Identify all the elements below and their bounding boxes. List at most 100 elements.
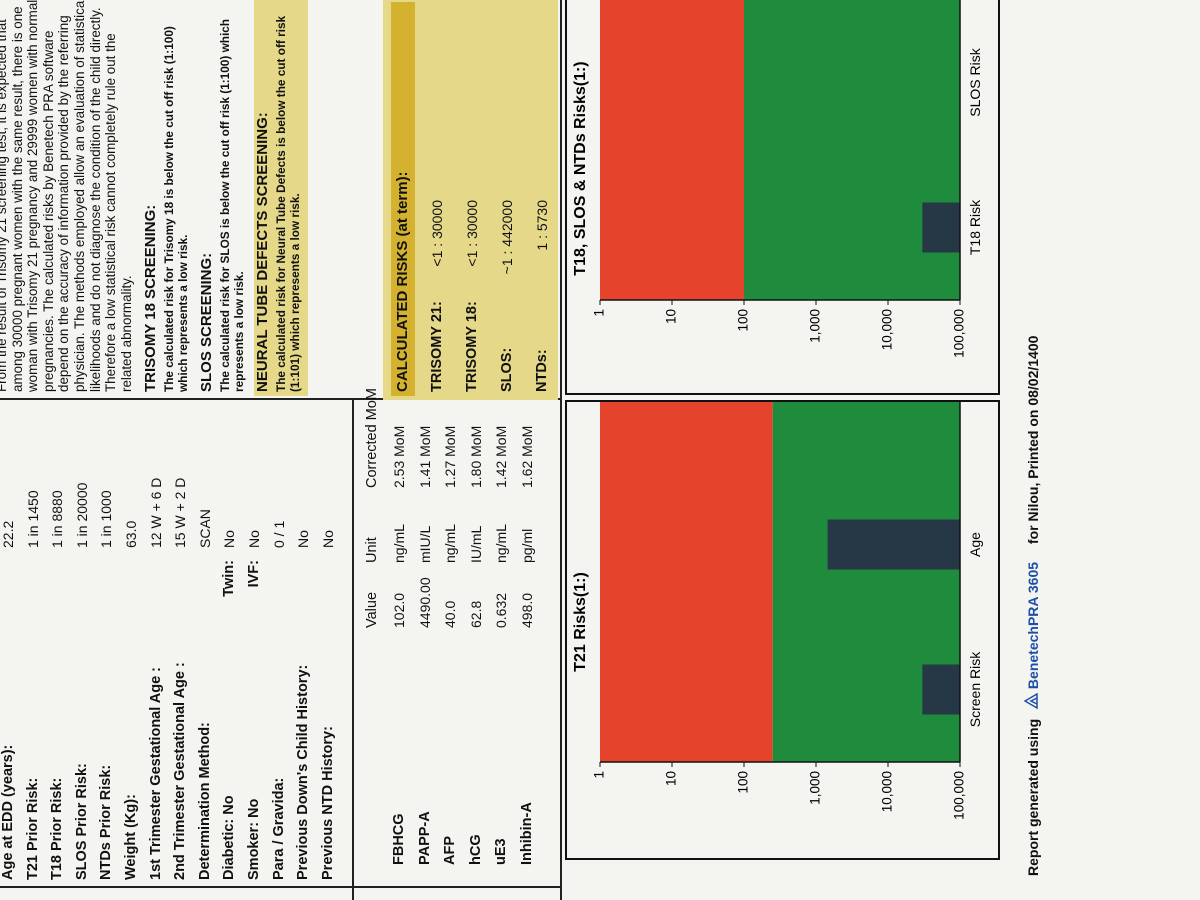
risk-value: ~1 : 442000 (499, 200, 515, 275)
risk-value: <1 : 30000 (429, 200, 445, 267)
logo-icon (1023, 692, 1038, 710)
info-label: T18 Prior Risk: (49, 777, 66, 880)
marker-cell: 1.80 MoM (467, 425, 484, 488)
info-value: 1 in 20000 (73, 482, 90, 548)
marker-cell: ng/mL (493, 524, 509, 563)
chart-title: T21 Risks(1:) (572, 572, 589, 672)
y-tick-label: 1,000 (808, 309, 823, 343)
marker-name: Inhibin-A (518, 802, 535, 865)
marker-name: uE3 (493, 838, 509, 865)
info-value: No (295, 530, 312, 548)
info-label: SLOS Prior Risk: (73, 763, 90, 880)
y-tick-label: 1,000 (808, 771, 823, 805)
chart: T21 Risks(1:) Screen Risk Age 1 10 100 1,000 10… (565, 400, 1000, 860)
marker-cell: 2.53 MoM (391, 425, 407, 488)
report-section: NEURAL TUBE DEFECTS SCREENING: The calcul… (254, 0, 309, 396)
marker-cell: IU/mL (467, 525, 484, 563)
plot (600, 0, 960, 300)
marker-cell: 62.8 (467, 600, 484, 628)
info-value: No (221, 530, 238, 548)
footer-prefix: Report generated using (1025, 718, 1041, 876)
info-value: 1 in 1450 (24, 490, 41, 548)
info-label: Para / Gravida: (270, 777, 287, 880)
section-heading: SLOS SCREENING: (198, 252, 216, 392)
info-value: 22.2 (0, 520, 16, 548)
marker-cell: 102.0 (391, 592, 407, 628)
x-tick-label: Screen Risk (967, 651, 983, 727)
info-value: No (319, 530, 336, 548)
info-label: IVF: (246, 560, 262, 588)
y-tick-label: 10,000 (880, 309, 895, 350)
low-risk-zone (744, 0, 960, 300)
risk-value: 1 : 5730 (534, 200, 550, 251)
info-value: 15 W + 2 D (172, 477, 189, 548)
marker-cell: 40.0 (442, 600, 458, 628)
info-label: T21 Prior Risk: (24, 777, 41, 880)
info-label: Age at EDD (years): (0, 744, 16, 880)
bar (922, 202, 960, 253)
chart: T18, SLOS & NTDs Risks(1:) T18 Risk SLOS R… (565, 0, 1000, 395)
marker-cell: ng/mL (442, 524, 458, 563)
marker-cell: pg/ml (518, 528, 535, 563)
divider (0, 886, 560, 888)
risk-label: TRISOMY 21: (429, 301, 445, 392)
section-heading: NEURAL TUBE DEFECTS SCREENING: (254, 112, 272, 392)
marker-cell: mIU/L (416, 525, 433, 563)
x-tick-label: Age (967, 532, 983, 557)
y-tick-label: 10,000 (880, 771, 895, 812)
intro-text: From the result of Trisomy 21 screening … (0, 0, 134, 392)
info-value: 0 / 1 (270, 520, 287, 548)
marker-cell: 1.62 MoM (518, 425, 535, 488)
risk-label: SLOS: (499, 347, 515, 392)
section-heading: TRISOMY 18 SCREENING: (142, 204, 160, 392)
marker-name: FBHCG (391, 813, 407, 865)
x-tick-label: SLOS Risk (967, 47, 983, 116)
y-tick-label: 100 (736, 771, 751, 794)
section-text: The calculated risk for SLOS is below th… (218, 18, 247, 392)
marker-cell: 1.41 MoM (416, 425, 433, 488)
marker-cell: 498.0 (518, 592, 535, 628)
marker-name: PAPP-A (416, 811, 433, 865)
marker-name: AFP (442, 836, 458, 865)
logo: BenetechPRA 3605 (1023, 561, 1041, 710)
chart-title: T18, SLOS & NTDs Risks(1:) (572, 61, 589, 275)
y-tick-label: 100,000 (952, 771, 967, 820)
risk-label: NTDs: (534, 349, 550, 392)
risk-value: <1 : 30000 (464, 200, 480, 267)
calculated-title: CALCULATED RISKS (at term): (391, 2, 415, 396)
bar (922, 664, 960, 715)
info-label: NTDs Prior Risk: (98, 764, 115, 880)
divider (560, 0, 562, 900)
y-tick-label: 100 (736, 309, 751, 332)
section-text: The calculated risk for Trisomy 18 is be… (162, 26, 191, 392)
plot (600, 402, 960, 762)
marker-cell: ng/mL (391, 524, 407, 563)
footer: Report generated using BenetechPRA 3605 … (1023, 335, 1041, 876)
marker-cell: 4490.00 (416, 577, 433, 628)
bar (827, 519, 960, 570)
info-label: Determination Method: (196, 722, 213, 880)
info-label: 2nd Trimester Gestational Age : (172, 662, 189, 880)
y-tick-label: 1 (592, 309, 607, 317)
report-section: SLOS SCREENING: The calculated risk for S… (198, 0, 246, 392)
y-tick-label: 10 (664, 771, 679, 786)
info-label: Previous NTD History: (319, 726, 336, 880)
info-label: Twin: (221, 560, 238, 597)
footer-suffix: for Nilou, Printed on 08/02/1400 (1025, 335, 1041, 545)
section-text: The calculated risk for Neural Tube Defe… (274, 15, 303, 392)
high-risk-zone (600, 402, 773, 762)
info-value: SCAN (196, 509, 213, 548)
logo-text: BenetechPRA 3605 (1025, 561, 1041, 690)
marker-cell: 1.27 MoM (442, 425, 458, 488)
table-header: Unit (364, 537, 380, 563)
info-value: 63.0 (123, 520, 139, 548)
marker-cell: 1.42 MoM (493, 425, 509, 488)
info-label: Weight (Kg): (123, 794, 139, 880)
calculated-risks: CALCULATED RISKS (at term): TRISOMY 21: <… (383, 0, 558, 400)
y-tick-label: 100,000 (952, 309, 967, 358)
y-tick-label: 10 (664, 309, 679, 324)
info-value: 1 in 8880 (49, 490, 66, 548)
divider (352, 400, 354, 900)
low-risk-zone (772, 402, 960, 762)
